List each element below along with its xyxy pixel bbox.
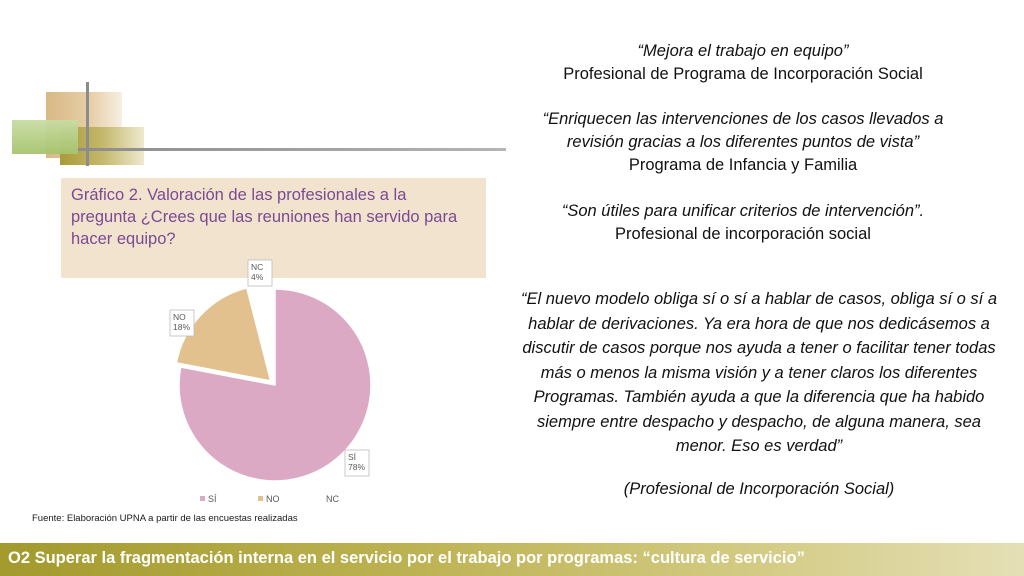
legend-label: SÍ <box>208 494 217 504</box>
chart-caption-text: Gráfico 2. Valoración de las profesional… <box>71 186 458 248</box>
pie-slices <box>175 282 372 482</box>
legend-swatch <box>258 496 263 501</box>
data-label: 4% <box>251 272 264 282</box>
decor-green-square <box>12 120 78 154</box>
data-label: NO <box>173 312 186 322</box>
long-quote-author: (Profesional de Incorporación Social) <box>623 480 895 498</box>
legend-label: NC <box>326 494 339 504</box>
data-label: 78% <box>348 462 365 472</box>
long-quote: “El nuevo modelo obliga sí o sí a hablar… <box>520 290 998 455</box>
quote-text: “Mejora el trabajo en equipo” <box>637 42 849 60</box>
quote-author: Profesional de incorporación social <box>615 225 871 243</box>
footer-bar: O2 Superar la fragmentación interna en e… <box>0 543 1024 576</box>
data-label: SÍ <box>348 452 357 462</box>
data-label-box <box>247 259 273 287</box>
data-label: NC <box>251 262 263 272</box>
legend-label: NO <box>266 494 280 504</box>
quote-text: “Enriquecen las intervenciones de los ca… <box>542 110 944 151</box>
quote-author: Profesional de Programa de Incorporación… <box>563 65 923 83</box>
chart-source: Fuente: Elaboración UPNA a partir de las… <box>32 513 298 524</box>
chart-caption: Gráfico 2. Valoración de las profesional… <box>61 178 486 278</box>
quote-3: “Son útiles para unificar criterios de i… <box>520 200 966 246</box>
quote-2: “Enriquecen las intervenciones de los ca… <box>520 108 966 177</box>
quote-1: “Mejora el trabajo en equipo” Profesiona… <box>520 40 966 86</box>
legend-swatch <box>200 496 205 501</box>
legend-swatch <box>318 496 323 501</box>
decor-horizontal-line <box>78 148 506 151</box>
data-label-box <box>344 449 370 477</box>
chart-legend: SÍ NO NC <box>200 494 339 504</box>
footer-title: O2 Superar la fragmentación interna en e… <box>8 549 805 567</box>
slice-no <box>175 286 272 382</box>
quote-author: Programa de Infancia y Familia <box>628 156 858 174</box>
slice-si <box>178 288 372 482</box>
data-label-box <box>169 309 195 337</box>
decor-vertical-line <box>86 82 89 166</box>
data-label: 18% <box>173 322 190 332</box>
quote-text: “Son útiles para unificar criterios de i… <box>561 202 925 220</box>
